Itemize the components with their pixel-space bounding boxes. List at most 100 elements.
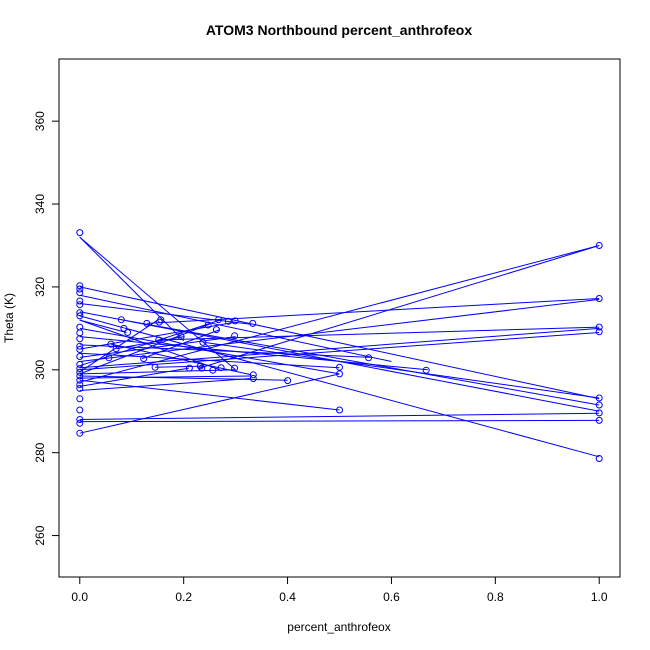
data-point-57 — [336, 370, 343, 378]
data-point-56 — [336, 363, 343, 371]
data-point-18 — [76, 376, 84, 384]
series-segment-23 — [79, 245, 600, 383]
data-point-68 — [595, 416, 603, 424]
series-segment-22 — [79, 379, 340, 411]
series-segment-37 — [155, 365, 205, 368]
data-point-5 — [76, 301, 84, 309]
data-point-33 — [143, 319, 151, 327]
data-point-1 — [76, 282, 84, 290]
y-tick-label-5: 360 — [33, 111, 47, 131]
data-point-52 — [249, 319, 257, 327]
data-point-44 — [209, 366, 217, 374]
data-point-15 — [76, 365, 84, 373]
data-point-32 — [140, 355, 148, 363]
data-point-53 — [249, 371, 257, 379]
data-point-47 — [217, 364, 225, 372]
data-point-35 — [155, 336, 163, 344]
data-point-59 — [365, 354, 373, 362]
series-segment-25 — [79, 378, 252, 391]
x-tick-label-1: 0.2 — [175, 590, 192, 604]
data-point-60 — [422, 366, 430, 374]
data-point-21 — [76, 395, 84, 403]
data-point-12 — [76, 346, 84, 353]
series-segment-20 — [79, 375, 288, 381]
series-segment-32 — [204, 341, 600, 399]
data-point-17 — [76, 372, 84, 380]
y-axis-label: Theta (K) — [2, 293, 16, 343]
series-points — [76, 229, 603, 462]
data-point-61 — [595, 242, 603, 249]
series-segments — [79, 236, 600, 458]
data-point-0 — [76, 229, 84, 237]
data-point-69 — [595, 455, 603, 462]
data-point-16 — [76, 368, 84, 376]
data-point-13 — [76, 353, 84, 360]
data-point-3 — [76, 289, 84, 297]
data-point-34 — [151, 363, 159, 371]
series-segment-3 — [79, 294, 392, 362]
series-segment-1 — [79, 236, 185, 342]
data-point-62 — [595, 295, 603, 302]
y-axis: 260 280 300 320 340 360 — [33, 111, 60, 546]
data-point-48 — [224, 317, 232, 325]
data-point-46 — [215, 316, 222, 324]
data-point-29 — [117, 316, 125, 324]
data-point-38 — [177, 333, 185, 341]
data-point-54 — [249, 375, 257, 382]
series-segment-14 — [79, 298, 600, 362]
data-point-6 — [76, 309, 84, 317]
y-tick-label-0: 260 — [33, 525, 47, 545]
data-point-31 — [124, 329, 132, 336]
data-point-67 — [595, 409, 603, 417]
data-point-2 — [76, 285, 84, 293]
data-point-55 — [284, 377, 292, 385]
data-point-65 — [595, 394, 603, 402]
x-tick-label-5: 1.0 — [591, 590, 608, 604]
data-point-63 — [595, 323, 603, 331]
series-segment-28 — [79, 373, 340, 434]
data-point-14 — [76, 360, 84, 368]
data-point-20 — [76, 384, 84, 392]
series-segment-19 — [79, 323, 210, 375]
data-point-19 — [76, 381, 84, 389]
series-segment-26 — [79, 412, 600, 420]
data-point-28 — [112, 345, 120, 353]
series-segment-33 — [79, 319, 127, 333]
data-point-50 — [231, 332, 239, 340]
data-point-58 — [336, 406, 343, 414]
series-segment-39 — [199, 245, 600, 369]
plot-frame — [58, 58, 621, 578]
series-segment-8 — [79, 327, 340, 375]
series-segment-30 — [121, 319, 600, 406]
series-segment-16 — [79, 327, 600, 369]
series-segment-31 — [157, 326, 600, 341]
series-segment-11 — [79, 321, 236, 350]
data-point-23 — [76, 416, 84, 423]
series-segment-21 — [79, 375, 252, 379]
series-segment-27 — [79, 419, 600, 423]
data-point-4 — [76, 297, 84, 305]
data-point-9 — [76, 329, 84, 337]
x-tick-label-4: 0.8 — [487, 590, 504, 604]
data-point-40 — [196, 362, 204, 370]
x-tick-label-0: 0.0 — [71, 590, 88, 604]
series-segment-4 — [79, 303, 252, 325]
x-tick-label-2: 0.4 — [279, 590, 296, 604]
series-segment-17 — [79, 332, 600, 371]
data-point-10 — [76, 335, 84, 343]
series-segment-35 — [116, 336, 184, 350]
data-point-66 — [595, 401, 603, 409]
data-point-37 — [157, 316, 165, 324]
y-tick-label-4: 340 — [33, 194, 47, 214]
y-tick-label-3: 320 — [33, 277, 47, 297]
x-axis: 0.0 0.2 0.4 0.6 0.8 1.0 — [71, 576, 608, 604]
data-point-45 — [212, 326, 220, 334]
data-point-22 — [76, 406, 84, 414]
data-point-24 — [76, 419, 84, 427]
data-point-39 — [185, 364, 193, 372]
x-axis-label: percent_anthrofeox — [287, 620, 390, 634]
y-tick-label-1: 280 — [33, 442, 47, 462]
series-segment-29 — [147, 298, 600, 324]
data-point-27 — [107, 340, 115, 348]
